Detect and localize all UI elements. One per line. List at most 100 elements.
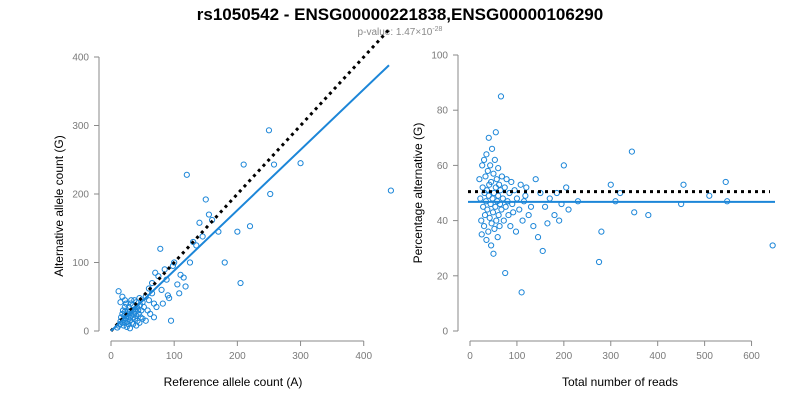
left-lines — [109, 28, 391, 333]
right-data-point — [477, 195, 484, 202]
right-data-point — [551, 211, 558, 219]
right-data-point — [501, 184, 508, 191]
right-data-point — [492, 129, 499, 136]
right-data-point — [530, 223, 537, 230]
left-x-tick-label: 100 — [166, 351, 183, 362]
chart-title: rs1050542 - ENSG00000221838,ENSG00000106… — [197, 5, 603, 24]
right-data-point — [500, 217, 507, 224]
left-reference-line — [109, 28, 391, 333]
right-data-point — [503, 176, 510, 183]
left-data-point — [180, 274, 187, 281]
right-data-point — [490, 250, 497, 257]
left-data-point — [150, 314, 158, 321]
right-x-tick-label: 0 — [467, 351, 473, 362]
right-points — [476, 93, 776, 296]
left-data-point — [121, 297, 129, 304]
right-data-point — [508, 178, 515, 186]
left-points — [114, 127, 394, 332]
right-data-point — [563, 184, 570, 191]
left-data-point — [125, 321, 132, 328]
right-x-tick-label: 500 — [696, 351, 713, 362]
right-data-point — [769, 242, 776, 249]
left-data-point — [167, 317, 175, 324]
left-x-tick-label: 400 — [355, 351, 372, 362]
left-y-tick-label: 0 — [83, 327, 89, 338]
left-data-point — [166, 295, 173, 302]
left-data-point — [126, 325, 134, 332]
right-data-point — [546, 195, 553, 202]
right-data-point — [480, 203, 487, 210]
left-x-tick-label: 200 — [229, 351, 246, 362]
right-data-point — [478, 217, 485, 224]
right-data-point — [502, 269, 509, 277]
right-x-axis-label: Total number of reads — [562, 375, 678, 389]
right-data-point — [493, 217, 500, 224]
right-data-point — [495, 211, 502, 219]
left-data-point — [297, 160, 304, 167]
right-y-tick-label: 80 — [437, 106, 449, 117]
right-data-point — [527, 203, 535, 210]
right-data-point — [513, 195, 521, 202]
left-data-point — [135, 307, 142, 314]
left-y-tick-label: 100 — [72, 258, 89, 269]
right-data-point — [479, 162, 486, 169]
right-data-point — [482, 173, 489, 180]
right-data-point — [607, 181, 614, 188]
right-data-point — [479, 184, 486, 191]
right-data-point — [495, 181, 503, 188]
left-data-point — [237, 279, 244, 287]
left-data-point — [157, 245, 164, 252]
left-y-tick-label: 400 — [72, 53, 89, 64]
left-data-point — [387, 187, 394, 194]
left-y-axis-label: Alternative allele count (G) — [52, 135, 66, 276]
left-data-point — [136, 319, 143, 326]
right-data-point — [628, 148, 635, 155]
right-x-tick-label: 200 — [556, 351, 573, 362]
right-data-point — [498, 206, 505, 213]
right-data-point — [512, 228, 520, 235]
right-data-point — [478, 231, 485, 238]
left-data-point — [128, 319, 135, 326]
left-data-point — [174, 281, 181, 288]
left-data-point — [152, 269, 159, 276]
right-data-point — [481, 211, 489, 219]
right-data-point — [522, 192, 529, 199]
left-data-point — [145, 297, 153, 304]
right-data-point — [722, 178, 729, 186]
right-lines — [468, 190, 775, 203]
right-data-point — [484, 167, 491, 175]
left-data-point — [193, 242, 200, 249]
right-data-point — [534, 234, 542, 241]
left-data-point — [240, 161, 247, 168]
left-data-point — [115, 288, 122, 295]
left-data-point — [159, 300, 166, 307]
right-data-point — [560, 162, 567, 169]
right-data-point — [483, 151, 490, 158]
right-data-point — [556, 217, 563, 224]
left-data-point — [183, 171, 190, 178]
left-data-point — [199, 233, 206, 240]
right-data-point — [544, 220, 551, 227]
left-data-point — [182, 283, 189, 290]
right-data-point — [617, 189, 624, 197]
right-data-point — [502, 203, 509, 210]
right-y-tick-label: 40 — [437, 216, 449, 227]
right-data-point — [598, 228, 605, 235]
left-data-point — [139, 315, 146, 322]
right-data-point — [519, 217, 526, 224]
left-x-tick-label: 300 — [292, 351, 309, 362]
left-data-point — [246, 223, 254, 230]
right-data-point — [480, 223, 488, 230]
right-data-point — [517, 181, 524, 188]
right-data-point — [492, 203, 499, 210]
left-data-point — [158, 286, 165, 293]
right-x-tick-label: 300 — [602, 351, 619, 362]
right-data-point — [595, 258, 603, 266]
left-x-axis-label: Reference allele count (A) — [164, 375, 303, 389]
left-x-tick-label: 0 — [108, 351, 114, 362]
left-data-point — [267, 190, 274, 198]
left-data-point — [176, 290, 183, 297]
left-data-point — [136, 295, 143, 302]
right-data-point — [516, 206, 523, 213]
right-data-point — [645, 211, 652, 219]
